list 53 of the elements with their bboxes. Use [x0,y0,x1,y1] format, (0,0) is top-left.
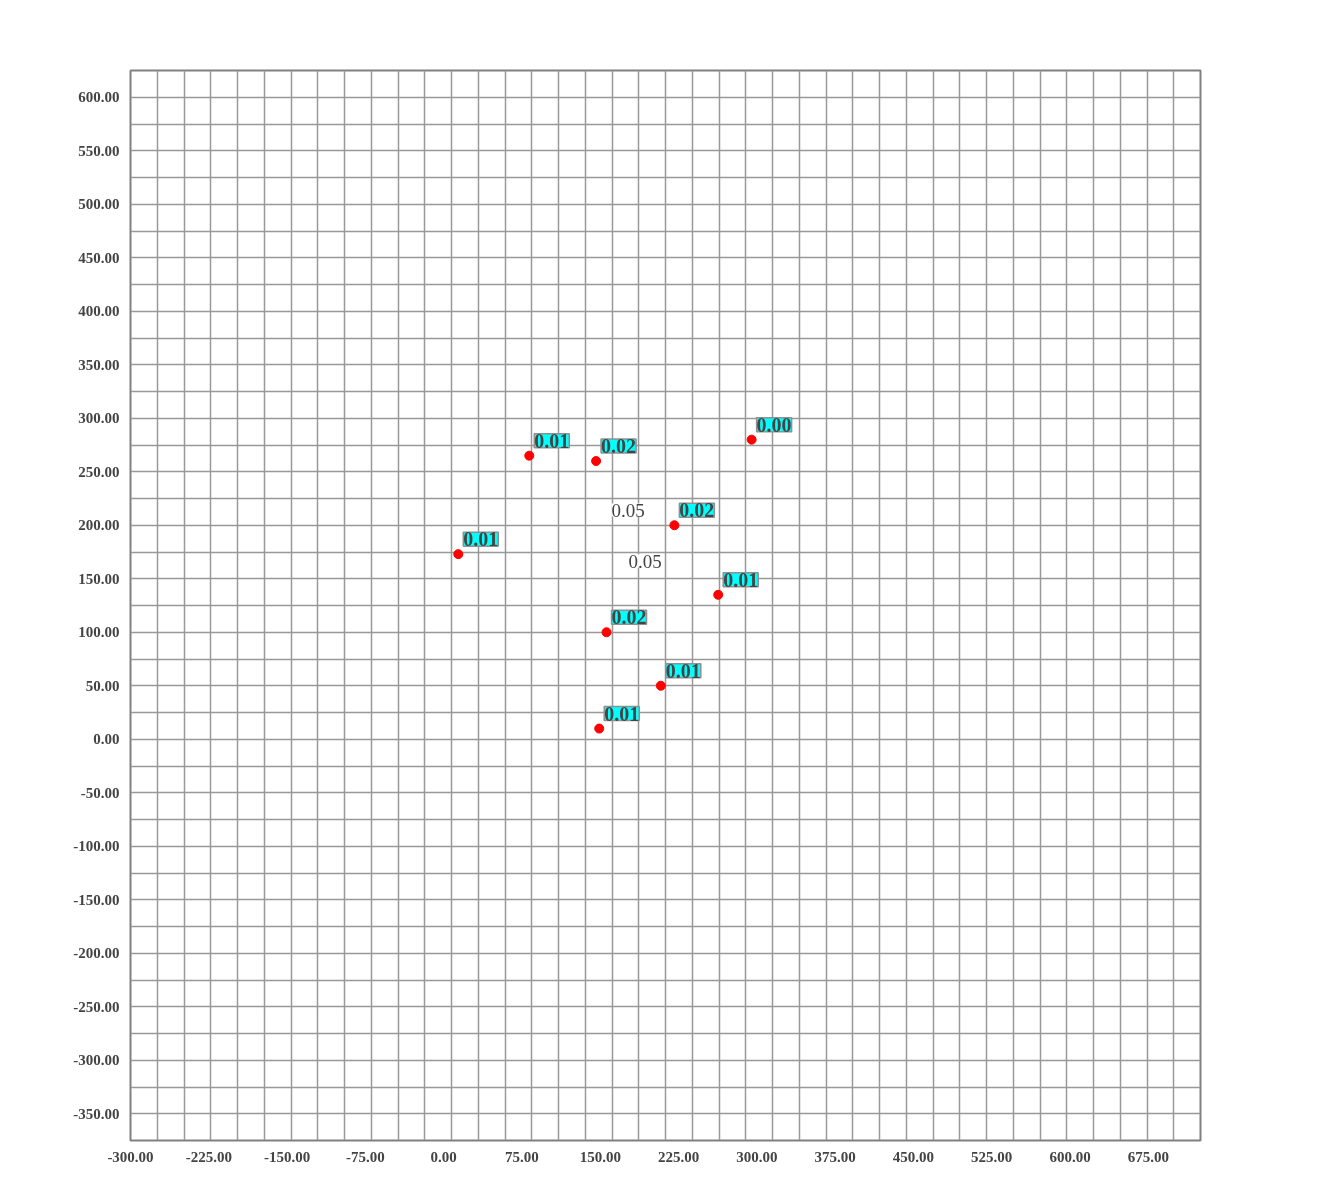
x-tick-label: 300.00 [736,1148,778,1165]
y-tick-label: 600.00 [78,89,120,106]
y-tick-label: 250.00 [78,463,120,480]
annotation: 0.00 [756,413,792,436]
x-tick-label: -300.00 [107,1148,154,1165]
y-tick-label: 450.00 [78,249,120,266]
point [713,589,724,600]
point [524,450,535,461]
y-tick-label: -50.00 [80,784,120,801]
y-tick-label: 150.00 [78,570,120,587]
y-tick-label: -150.00 [73,891,120,908]
y-tick-label: 400.00 [78,303,120,320]
annotation: 0.02 [679,499,715,522]
point [601,627,612,638]
x-tick-label: 150.00 [579,1148,621,1165]
annotation: 0.01 [534,429,570,452]
x-tick-label: 225.00 [657,1148,700,1165]
y-tick-label: 350.00 [78,356,120,373]
point [746,434,757,445]
annotation: 0.01 [604,702,640,725]
y-tick-label: 0.00 [93,731,120,748]
y-tick-label: 300.00 [78,410,120,427]
annotation: 0.01 [723,568,759,591]
annotation: 0.01 [665,659,701,682]
y-tick-label: 500.00 [78,196,120,213]
point [591,456,602,467]
x-tick-label: 600.00 [1049,1148,1091,1165]
x-tick-label: 525.00 [971,1148,1013,1165]
y-tick-label: 100.00 [78,624,120,641]
annotation: 0.05 [611,499,645,521]
y-tick-label: -100.00 [73,838,120,855]
x-tick-label: -75.00 [346,1148,385,1165]
y-tick-label: 550.00 [78,142,120,159]
point [669,520,680,531]
y-tick-label: -200.00 [73,945,120,962]
point [594,723,605,734]
x-tick-label: 0.00 [430,1148,457,1165]
x-tick-label: -150.00 [263,1148,311,1165]
x-tick-label: 450.00 [892,1148,935,1165]
x-tick-label: -225.00 [185,1148,232,1165]
annotation: 0.01 [463,528,499,551]
point [655,680,666,691]
y-tick-label: 50.00 [85,677,120,694]
y-tick-label: -250.00 [73,998,120,1015]
annotation: 0.05 [628,550,662,572]
point [453,549,464,560]
x-tick-label: 675.00 [1127,1148,1169,1165]
annotation: 0.02 [611,606,647,629]
y-tick-label: 200.00 [78,517,120,534]
x-tick-label: 75.00 [505,1148,539,1165]
y-tick-label: -350.00 [73,1105,120,1122]
x-tick-label: 375.00 [814,1148,856,1165]
y-tick-label: -300.00 [73,1052,120,1069]
